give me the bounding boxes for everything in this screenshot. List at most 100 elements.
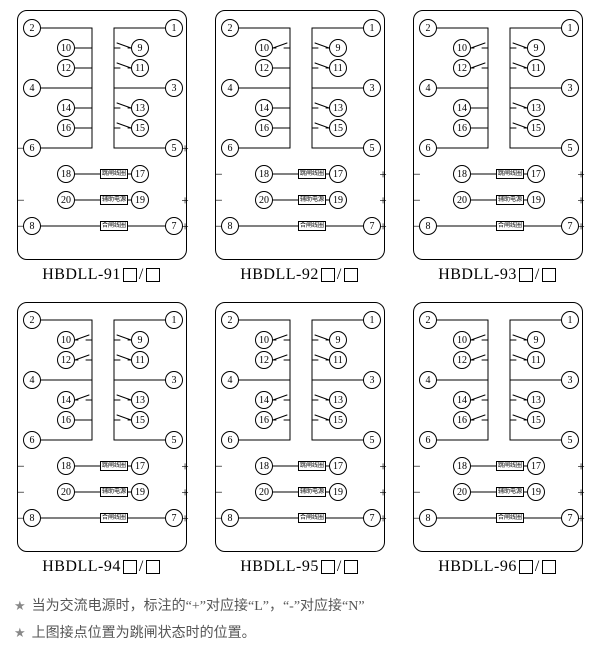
pin-5: 5 <box>561 139 579 157</box>
pin-3: 3 <box>363 79 381 97</box>
polarity-minus: − <box>413 220 420 233</box>
pin-5: 5 <box>363 431 381 449</box>
polarity-plus: + <box>379 460 386 473</box>
pin-9: 9 <box>131 39 149 57</box>
pin-20: 20 <box>453 191 471 209</box>
pin-5: 5 <box>165 139 183 157</box>
relay-panel: 2143658710912111413161518172019−+−+−+跳闸线… <box>215 302 385 552</box>
pin-18: 18 <box>255 457 273 475</box>
pin-9: 9 <box>329 39 347 57</box>
caption-prefix: HBDLL-95 <box>240 558 319 576</box>
pin-17: 17 <box>329 457 347 475</box>
pin-3: 3 <box>561 371 579 389</box>
coil-label: 跳闸线圈 <box>100 169 128 179</box>
pin-17: 17 <box>527 457 545 475</box>
polarity-plus: + <box>577 194 584 207</box>
polarity-plus: + <box>379 194 386 207</box>
coil-label: 辅助电源 <box>100 487 128 497</box>
diagram-cell: 2143658710912111413161518172019−+−+−+跳闸线… <box>10 10 194 284</box>
coil-label: 辅助电源 <box>496 195 524 205</box>
pin-12: 12 <box>453 59 471 77</box>
pin-6: 6 <box>23 139 41 157</box>
pin-16: 16 <box>57 119 75 137</box>
placeholder-box <box>146 268 160 282</box>
coil-label: 合闸线圈 <box>496 221 524 231</box>
pin-1: 1 <box>561 311 579 329</box>
pin-7: 7 <box>561 509 579 527</box>
polarity-minus: − <box>17 486 24 499</box>
coil-label: 跳闸线圈 <box>298 461 326 471</box>
pin-20: 20 <box>57 483 75 501</box>
pin-7: 7 <box>561 217 579 235</box>
caption-prefix: HBDLL-92 <box>240 266 319 284</box>
coil-label: 跳闸线圈 <box>100 461 128 471</box>
pin-3: 3 <box>165 79 183 97</box>
pin-17: 17 <box>131 165 149 183</box>
polarity-minus: − <box>17 220 24 233</box>
diagram-grid: 2143658710912111413161518172019−+−+−+跳闸线… <box>10 10 590 576</box>
pin-13: 13 <box>527 391 545 409</box>
relay-panel: 2143658710912111413161518172019−+−+−+跳闸线… <box>413 10 583 260</box>
caption-slash: / <box>337 266 342 284</box>
pin-19: 19 <box>329 191 347 209</box>
polarity-minus: − <box>413 168 420 181</box>
pin-9: 9 <box>131 331 149 349</box>
pin-4: 4 <box>419 79 437 97</box>
pin-14: 14 <box>255 99 273 117</box>
coil-label: 跳闸线圈 <box>496 461 524 471</box>
coil-label: 跳闸线圈 <box>496 169 524 179</box>
diagram-cell: 2143658710912111413161518172019−+−+−+跳闸线… <box>406 10 590 284</box>
coil-label: 跳闸线圈 <box>298 169 326 179</box>
pin-12: 12 <box>255 351 273 369</box>
caption-slash: / <box>139 558 144 576</box>
pin-1: 1 <box>363 19 381 37</box>
pin-14: 14 <box>453 391 471 409</box>
polarity-plus: + <box>181 460 188 473</box>
pin-11: 11 <box>131 59 149 77</box>
caption-prefix: HBDLL-91 <box>42 266 121 284</box>
pin-8: 8 <box>419 217 437 235</box>
placeholder-box <box>321 268 335 282</box>
placeholder-box <box>321 560 335 574</box>
polarity-minus: − <box>215 168 222 181</box>
pin-11: 11 <box>527 351 545 369</box>
relay-panel: 2143658710912111413161518172019−+−+−+跳闸线… <box>215 10 385 260</box>
caption-prefix: HBDLL-94 <box>42 558 121 576</box>
coil-label: 合闸线圈 <box>496 513 524 523</box>
pin-14: 14 <box>57 99 75 117</box>
pin-13: 13 <box>131 99 149 117</box>
pin-5: 5 <box>363 139 381 157</box>
pin-20: 20 <box>453 483 471 501</box>
caption-slash: / <box>139 266 144 284</box>
polarity-minus: − <box>215 486 222 499</box>
pin-12: 12 <box>255 59 273 77</box>
placeholder-box <box>123 560 137 574</box>
polarity-plus: + <box>577 168 584 181</box>
pin-7: 7 <box>165 509 183 527</box>
polarity-plus: + <box>181 486 188 499</box>
pin-10: 10 <box>57 331 75 349</box>
polarity-plus: + <box>577 220 584 233</box>
star-icon: ★ <box>14 625 26 640</box>
pin-14: 14 <box>57 391 75 409</box>
relay-panel: 2143658710912111413161518172019−+−+−+跳闸线… <box>17 302 187 552</box>
pin-13: 13 <box>527 99 545 117</box>
polarity-plus: + <box>577 486 584 499</box>
pin-3: 3 <box>363 371 381 389</box>
pin-12: 12 <box>453 351 471 369</box>
star-icon: ★ <box>14 598 26 613</box>
pin-16: 16 <box>255 119 273 137</box>
placeholder-box <box>542 560 556 574</box>
caption-prefix: HBDLL-93 <box>438 266 517 284</box>
pin-2: 2 <box>221 311 239 329</box>
polarity-minus: − <box>17 194 24 207</box>
pin-8: 8 <box>221 509 239 527</box>
coil-label: 辅助电源 <box>496 487 524 497</box>
pin-14: 14 <box>255 391 273 409</box>
pin-18: 18 <box>453 165 471 183</box>
pin-10: 10 <box>453 39 471 57</box>
pin-1: 1 <box>165 311 183 329</box>
placeholder-box <box>123 268 137 282</box>
polarity-plus: + <box>181 194 188 207</box>
pin-19: 19 <box>329 483 347 501</box>
